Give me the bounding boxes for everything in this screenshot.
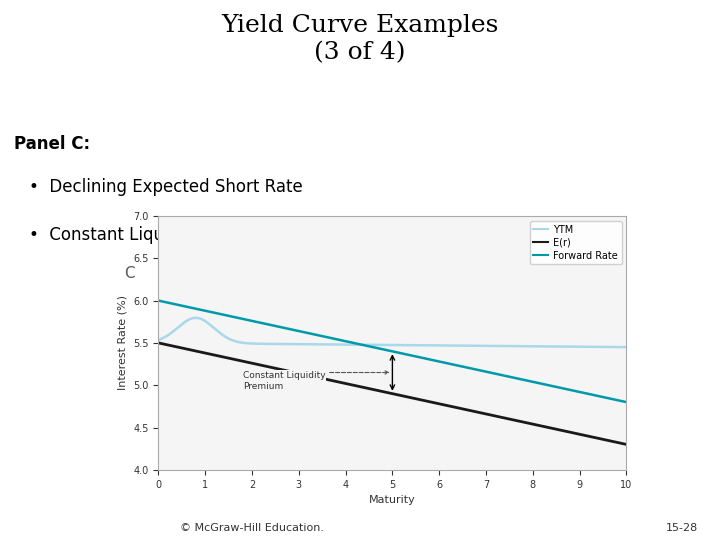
Line: E(r): E(r) xyxy=(159,343,626,444)
Text: © McGraw-Hill Education.: © McGraw-Hill Education. xyxy=(180,523,324,533)
Forward Rate xyxy=(433,358,441,365)
Forward Rate xyxy=(538,381,546,387)
Text: C: C xyxy=(125,266,135,281)
E(r) xyxy=(611,438,619,445)
Text: Yield Curve Examples
(3 of 4): Yield Curve Examples (3 of 4) xyxy=(221,15,499,64)
YTM xyxy=(380,342,389,348)
E(r) xyxy=(622,441,631,448)
E(r) xyxy=(155,340,163,346)
YTM xyxy=(191,315,199,321)
YTM xyxy=(539,343,547,349)
YTM xyxy=(408,342,417,348)
Text: Panel C:: Panel C: xyxy=(14,134,91,153)
Forward Rate xyxy=(379,346,388,353)
Line: Forward Rate: Forward Rate xyxy=(159,301,626,402)
YTM xyxy=(612,344,621,350)
Text: •  Constant Liquidity Premiums: • Constant Liquidity Premiums xyxy=(29,226,288,244)
E(r) xyxy=(433,400,441,407)
E(r) xyxy=(377,388,385,394)
YTM xyxy=(377,342,386,348)
Text: Constant Liquidity
Premium: Constant Liquidity Premium xyxy=(243,372,325,390)
Text: INVESTMENTS | BODIE, KANE, MARCUS: INVESTMENTS | BODIE, KANE, MARCUS xyxy=(402,492,706,507)
E(r) xyxy=(379,389,388,395)
Forward Rate xyxy=(155,298,163,304)
Legend: YTM, E(r), Forward Rate: YTM, E(r), Forward Rate xyxy=(530,221,621,265)
E(r) xyxy=(408,395,416,401)
YTM xyxy=(155,336,163,343)
Text: •  Declining Expected Short Rate: • Declining Expected Short Rate xyxy=(29,178,302,196)
Forward Rate xyxy=(611,396,619,403)
X-axis label: Maturity: Maturity xyxy=(369,495,415,505)
YTM xyxy=(622,344,631,350)
E(r) xyxy=(538,423,546,429)
Forward Rate xyxy=(408,352,416,359)
Forward Rate xyxy=(622,399,631,406)
Line: YTM: YTM xyxy=(159,318,626,347)
YTM xyxy=(433,342,442,349)
Text: 15-28: 15-28 xyxy=(666,523,698,533)
Forward Rate xyxy=(377,346,385,352)
Y-axis label: Interest Rate (%): Interest Rate (%) xyxy=(117,295,127,390)
